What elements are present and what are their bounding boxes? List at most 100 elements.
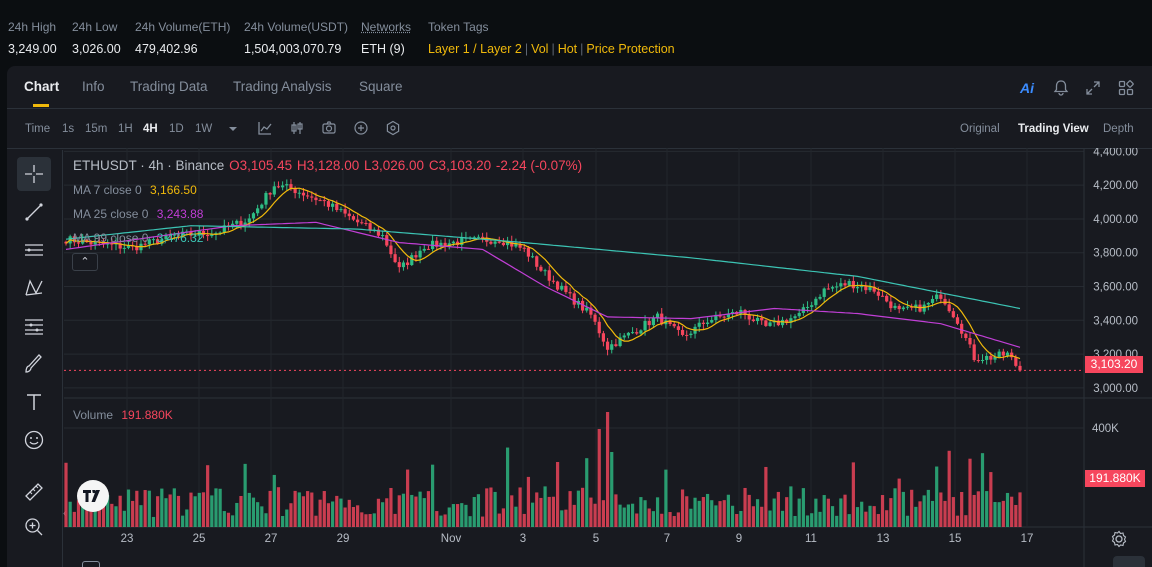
- volume-bar: [301, 496, 306, 527]
- view-original[interactable]: Original: [960, 123, 1000, 135]
- trend-line-tool-icon[interactable]: [17, 195, 51, 229]
- candle-body: [1010, 352, 1014, 358]
- volume-bar: [1018, 492, 1022, 527]
- volume-bar: [593, 503, 597, 527]
- volume-bar: [755, 499, 760, 527]
- emoji-tool-icon[interactable]: [17, 423, 51, 457]
- volume-bar: [526, 476, 531, 527]
- tab-square[interactable]: Square: [359, 79, 403, 94]
- candle-body: [276, 186, 281, 188]
- tab-chart[interactable]: Chart: [24, 79, 60, 94]
- candle-body: [535, 256, 539, 267]
- volume-bar: [451, 504, 456, 527]
- volume-bar: [297, 492, 301, 527]
- candle: [376, 226, 381, 238]
- view-trading-view[interactable]: Trading View: [1018, 123, 1089, 135]
- candle-body: [668, 320, 672, 325]
- candle-body: [422, 248, 426, 251]
- volume-bar: [126, 489, 131, 527]
- interval-1s[interactable]: 1s: [62, 123, 75, 135]
- text-tool-icon[interactable]: [17, 385, 51, 419]
- interval-1w[interactable]: 1W: [195, 123, 213, 135]
- candle: [964, 332, 968, 341]
- token-tag[interactable]: Vol: [531, 42, 549, 56]
- price-tick-label: 4,000.00: [1093, 214, 1138, 226]
- collapse-legend-button[interactable]: ⌃: [72, 253, 98, 271]
- volume-bar: [76, 500, 81, 527]
- candle-body: [285, 184, 289, 186]
- price-chart[interactable]: 4,400.00 4,200.00 4,000.00 3,800.00 3,600.00…: [0, 148, 1152, 567]
- stat-value: ETH (9): [361, 42, 405, 56]
- candle-body: [385, 235, 389, 246]
- layout-grid-icon[interactable]: [1117, 79, 1135, 97]
- tab-info[interactable]: Info: [82, 79, 105, 94]
- volume-bar: [268, 490, 272, 527]
- tab-trading-data[interactable]: Trading Data: [130, 79, 208, 94]
- volume-bar: [960, 491, 964, 527]
- candle-body: [310, 196, 314, 198]
- crosshair-tool-icon[interactable]: [17, 157, 51, 191]
- stat-24h-volume-eth: 24h Volume(ETH) 479,402.96: [135, 20, 230, 56]
- calendar-icon[interactable]: [82, 561, 100, 567]
- indicator-chart-icon[interactable]: [257, 120, 273, 136]
- add-indicator-icon[interactable]: [353, 120, 369, 136]
- candle-body: [922, 304, 926, 312]
- volume-bar: [381, 502, 385, 527]
- low-value: L3,026.00: [363, 158, 425, 173]
- candle-body: [543, 270, 547, 272]
- chart-settings-icon[interactable]: [1110, 530, 1128, 548]
- candle: [256, 204, 260, 217]
- interval-dropdown-icon[interactable]: [225, 121, 241, 137]
- view-depth[interactable]: Depth: [1103, 123, 1134, 135]
- volume-bar: [630, 503, 635, 527]
- interval-1h[interactable]: 1H: [118, 123, 133, 135]
- candle-body: [1005, 352, 1010, 356]
- interval-15m[interactable]: 15m: [85, 123, 108, 135]
- horizontal-lines-tool-icon[interactable]: [17, 233, 51, 267]
- candle: [597, 317, 601, 338]
- ma99-line: [65, 225, 1021, 310]
- bell-icon[interactable]: [1052, 79, 1070, 97]
- candle: [764, 319, 768, 327]
- stat-value: 3,249.00: [8, 42, 57, 56]
- fib-retracement-tool-icon[interactable]: [17, 309, 51, 343]
- scroll-handle[interactable]: [1113, 556, 1145, 567]
- open-value: O3,105.45: [229, 158, 293, 173]
- tab-trading-analysis[interactable]: Trading Analysis: [233, 79, 332, 94]
- candle: [751, 315, 755, 323]
- interval-1d[interactable]: 1D: [169, 123, 184, 135]
- candle: [122, 242, 126, 254]
- expand-icon[interactable]: [1084, 79, 1102, 97]
- volume-bar: [601, 500, 606, 527]
- volume-bar: [460, 503, 464, 527]
- volume-bar: [164, 498, 168, 527]
- volume-bars: [64, 412, 1022, 527]
- brush-tool-icon[interactable]: [17, 347, 51, 381]
- candle-type-icon[interactable]: [289, 120, 305, 136]
- volume-bar: [406, 469, 410, 527]
- token-tag[interactable]: Layer 1 / Layer 2: [428, 42, 522, 56]
- settings-icon[interactable]: [385, 120, 401, 136]
- stat-value: 1,504,003,070.79: [244, 42, 342, 56]
- zoom-in-tool-icon[interactable]: [17, 510, 51, 544]
- ruler-tool-icon[interactable]: [17, 475, 51, 509]
- ai-assistant-icon[interactable]: Ai: [1020, 80, 1034, 96]
- volume-bar: [439, 515, 443, 527]
- tradingview-logo-icon[interactable]: [77, 480, 109, 512]
- volume-bar: [926, 489, 930, 527]
- pattern-tool-icon[interactable]: [17, 271, 51, 305]
- candle-body: [818, 296, 822, 299]
- volume-bar: [81, 504, 85, 527]
- interval-4h[interactable]: 4H: [143, 123, 158, 135]
- candle-body: [980, 359, 985, 361]
- stat-networks[interactable]: Networks ETH (9): [361, 20, 411, 56]
- candle-body: [872, 286, 876, 292]
- volume-label: Volume: [73, 408, 114, 422]
- volume-bar: [560, 510, 564, 527]
- token-tag[interactable]: Hot: [557, 42, 578, 56]
- volume-bar: [710, 500, 714, 527]
- camera-icon[interactable]: [321, 120, 337, 136]
- token-tag[interactable]: Price Protection: [586, 42, 675, 56]
- candle-body: [768, 322, 772, 326]
- last-volume-label: 191.880K: [1085, 470, 1145, 487]
